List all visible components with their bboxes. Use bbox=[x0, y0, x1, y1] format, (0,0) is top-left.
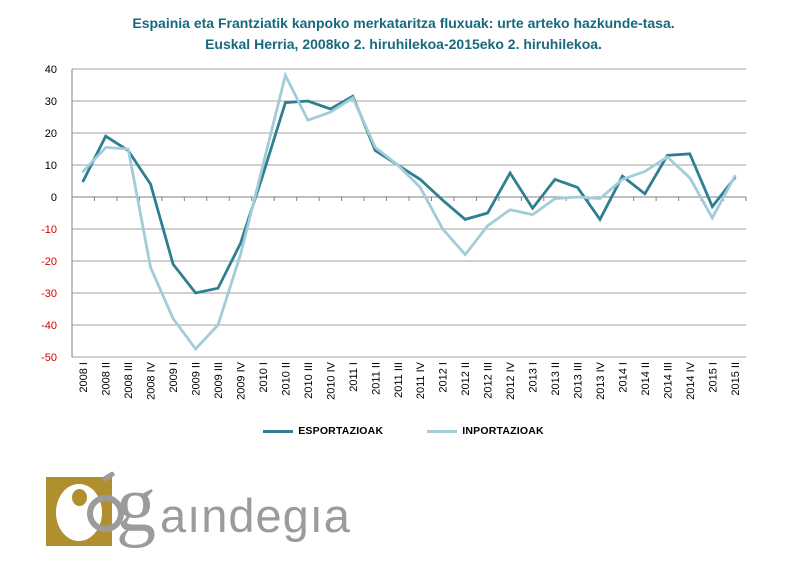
legend: ESPORTAZIOAK INPORTAZIOAK bbox=[0, 425, 807, 437]
x-axis-tick-label: 2014 IV bbox=[685, 361, 697, 400]
x-axis-tick-label: 2008 I bbox=[78, 362, 90, 393]
y-axis-tick-label: 40 bbox=[45, 64, 57, 76]
exports-line-swatch bbox=[263, 429, 294, 433]
legend-item-inportazioak: INPORTAZIOAK bbox=[427, 425, 544, 437]
y-axis-tick-label: -40 bbox=[41, 320, 57, 332]
y-axis-tick-label: -30 bbox=[41, 288, 57, 300]
x-axis-tick-label: 2012 IV bbox=[505, 361, 517, 400]
x-axis-tick-label: 2010 II bbox=[280, 362, 292, 396]
x-axis-tick-label: 2013 II bbox=[550, 362, 562, 396]
x-axis-tick-label: 2011 I bbox=[348, 362, 360, 392]
gaindegia-logo: g aındegıa bbox=[0, 461, 350, 562]
logo-big-g: g bbox=[116, 461, 156, 549]
x-axis-tick-label: 2010 I bbox=[258, 362, 270, 393]
x-axis-tick-label: 2015 I bbox=[707, 362, 719, 393]
exports-line bbox=[81, 94, 737, 295]
logo-wordmark: aındegıa bbox=[160, 489, 351, 542]
chart-title: Espainia eta Frantziatik kanpoko merkata… bbox=[0, 13, 807, 55]
y-axis-tick-label: -50 bbox=[41, 352, 57, 364]
logo-yolk-shape bbox=[72, 489, 87, 506]
x-axis-tick-label: 2011 III bbox=[393, 362, 405, 398]
y-axis-tick-label: 20 bbox=[45, 128, 57, 140]
x-axis-tick-label: 2009 IV bbox=[236, 361, 248, 400]
y-axis-tick-label: 0 bbox=[51, 192, 57, 204]
imports-line bbox=[81, 71, 737, 352]
chart-title-line2: Euskal Herria, 2008ko 2. hiruhilekoa-201… bbox=[205, 36, 602, 52]
y-axis-tick-label: 30 bbox=[45, 96, 57, 108]
y-axis-tick-label: -10 bbox=[41, 224, 57, 236]
x-axis-tick-label: 2014 I bbox=[617, 362, 629, 393]
x-axis-tick-label: 2011 IV bbox=[415, 361, 427, 399]
legend-label-imports: INPORTAZIOAK bbox=[462, 425, 544, 437]
x-axis-tick-label: 2012 I bbox=[438, 362, 450, 393]
x-axis-tick-label: 2008 II bbox=[101, 362, 113, 396]
x-axis-tick-label: 2009 I bbox=[168, 362, 180, 393]
x-axis-tick-label: 2010 IV bbox=[325, 361, 337, 400]
x-axis-tick-label: 2009 III bbox=[213, 362, 225, 399]
x-axis-tick-label: 2013 I bbox=[528, 362, 540, 393]
x-axis-tick-label: 2012 III bbox=[483, 362, 495, 399]
x-axis-tick-label: 2013 III bbox=[573, 362, 585, 399]
x-axis-tick-label: 2009 II bbox=[191, 362, 203, 396]
x-axis-tick-label: 2008 III bbox=[123, 362, 135, 399]
chart-title-line1: Espainia eta Frantziatik kanpoko merkata… bbox=[132, 15, 675, 31]
x-axis-tick-label: 2008 IV bbox=[146, 361, 158, 400]
legend-label-exports: ESPORTAZIOAK bbox=[298, 425, 384, 437]
x-axis-tick-label: 2012 II bbox=[460, 362, 472, 396]
legend-item-esportazioak: ESPORTAZIOAK bbox=[263, 425, 383, 437]
y-axis-tick-label: -20 bbox=[41, 256, 57, 268]
y-axis-tick-label: 10 bbox=[45, 160, 57, 172]
x-axis-tick-label: 2011 II bbox=[370, 362, 382, 395]
x-axis-tick-label: 2014 III bbox=[662, 362, 674, 399]
x-axis-tick-label: 2013 IV bbox=[595, 361, 607, 400]
imports-line-swatch bbox=[427, 429, 458, 433]
logo-ring-icon bbox=[87, 495, 124, 532]
x-axis-tick-label: 2015 II bbox=[730, 362, 742, 396]
x-axis-tick-label: 2014 II bbox=[640, 362, 652, 396]
x-axis-tick-label: 2010 III bbox=[303, 362, 315, 399]
